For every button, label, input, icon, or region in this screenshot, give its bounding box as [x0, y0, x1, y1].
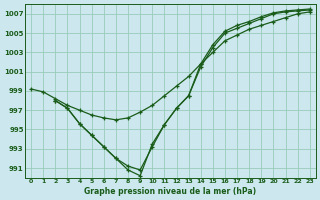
- X-axis label: Graphe pression niveau de la mer (hPa): Graphe pression niveau de la mer (hPa): [84, 187, 257, 196]
